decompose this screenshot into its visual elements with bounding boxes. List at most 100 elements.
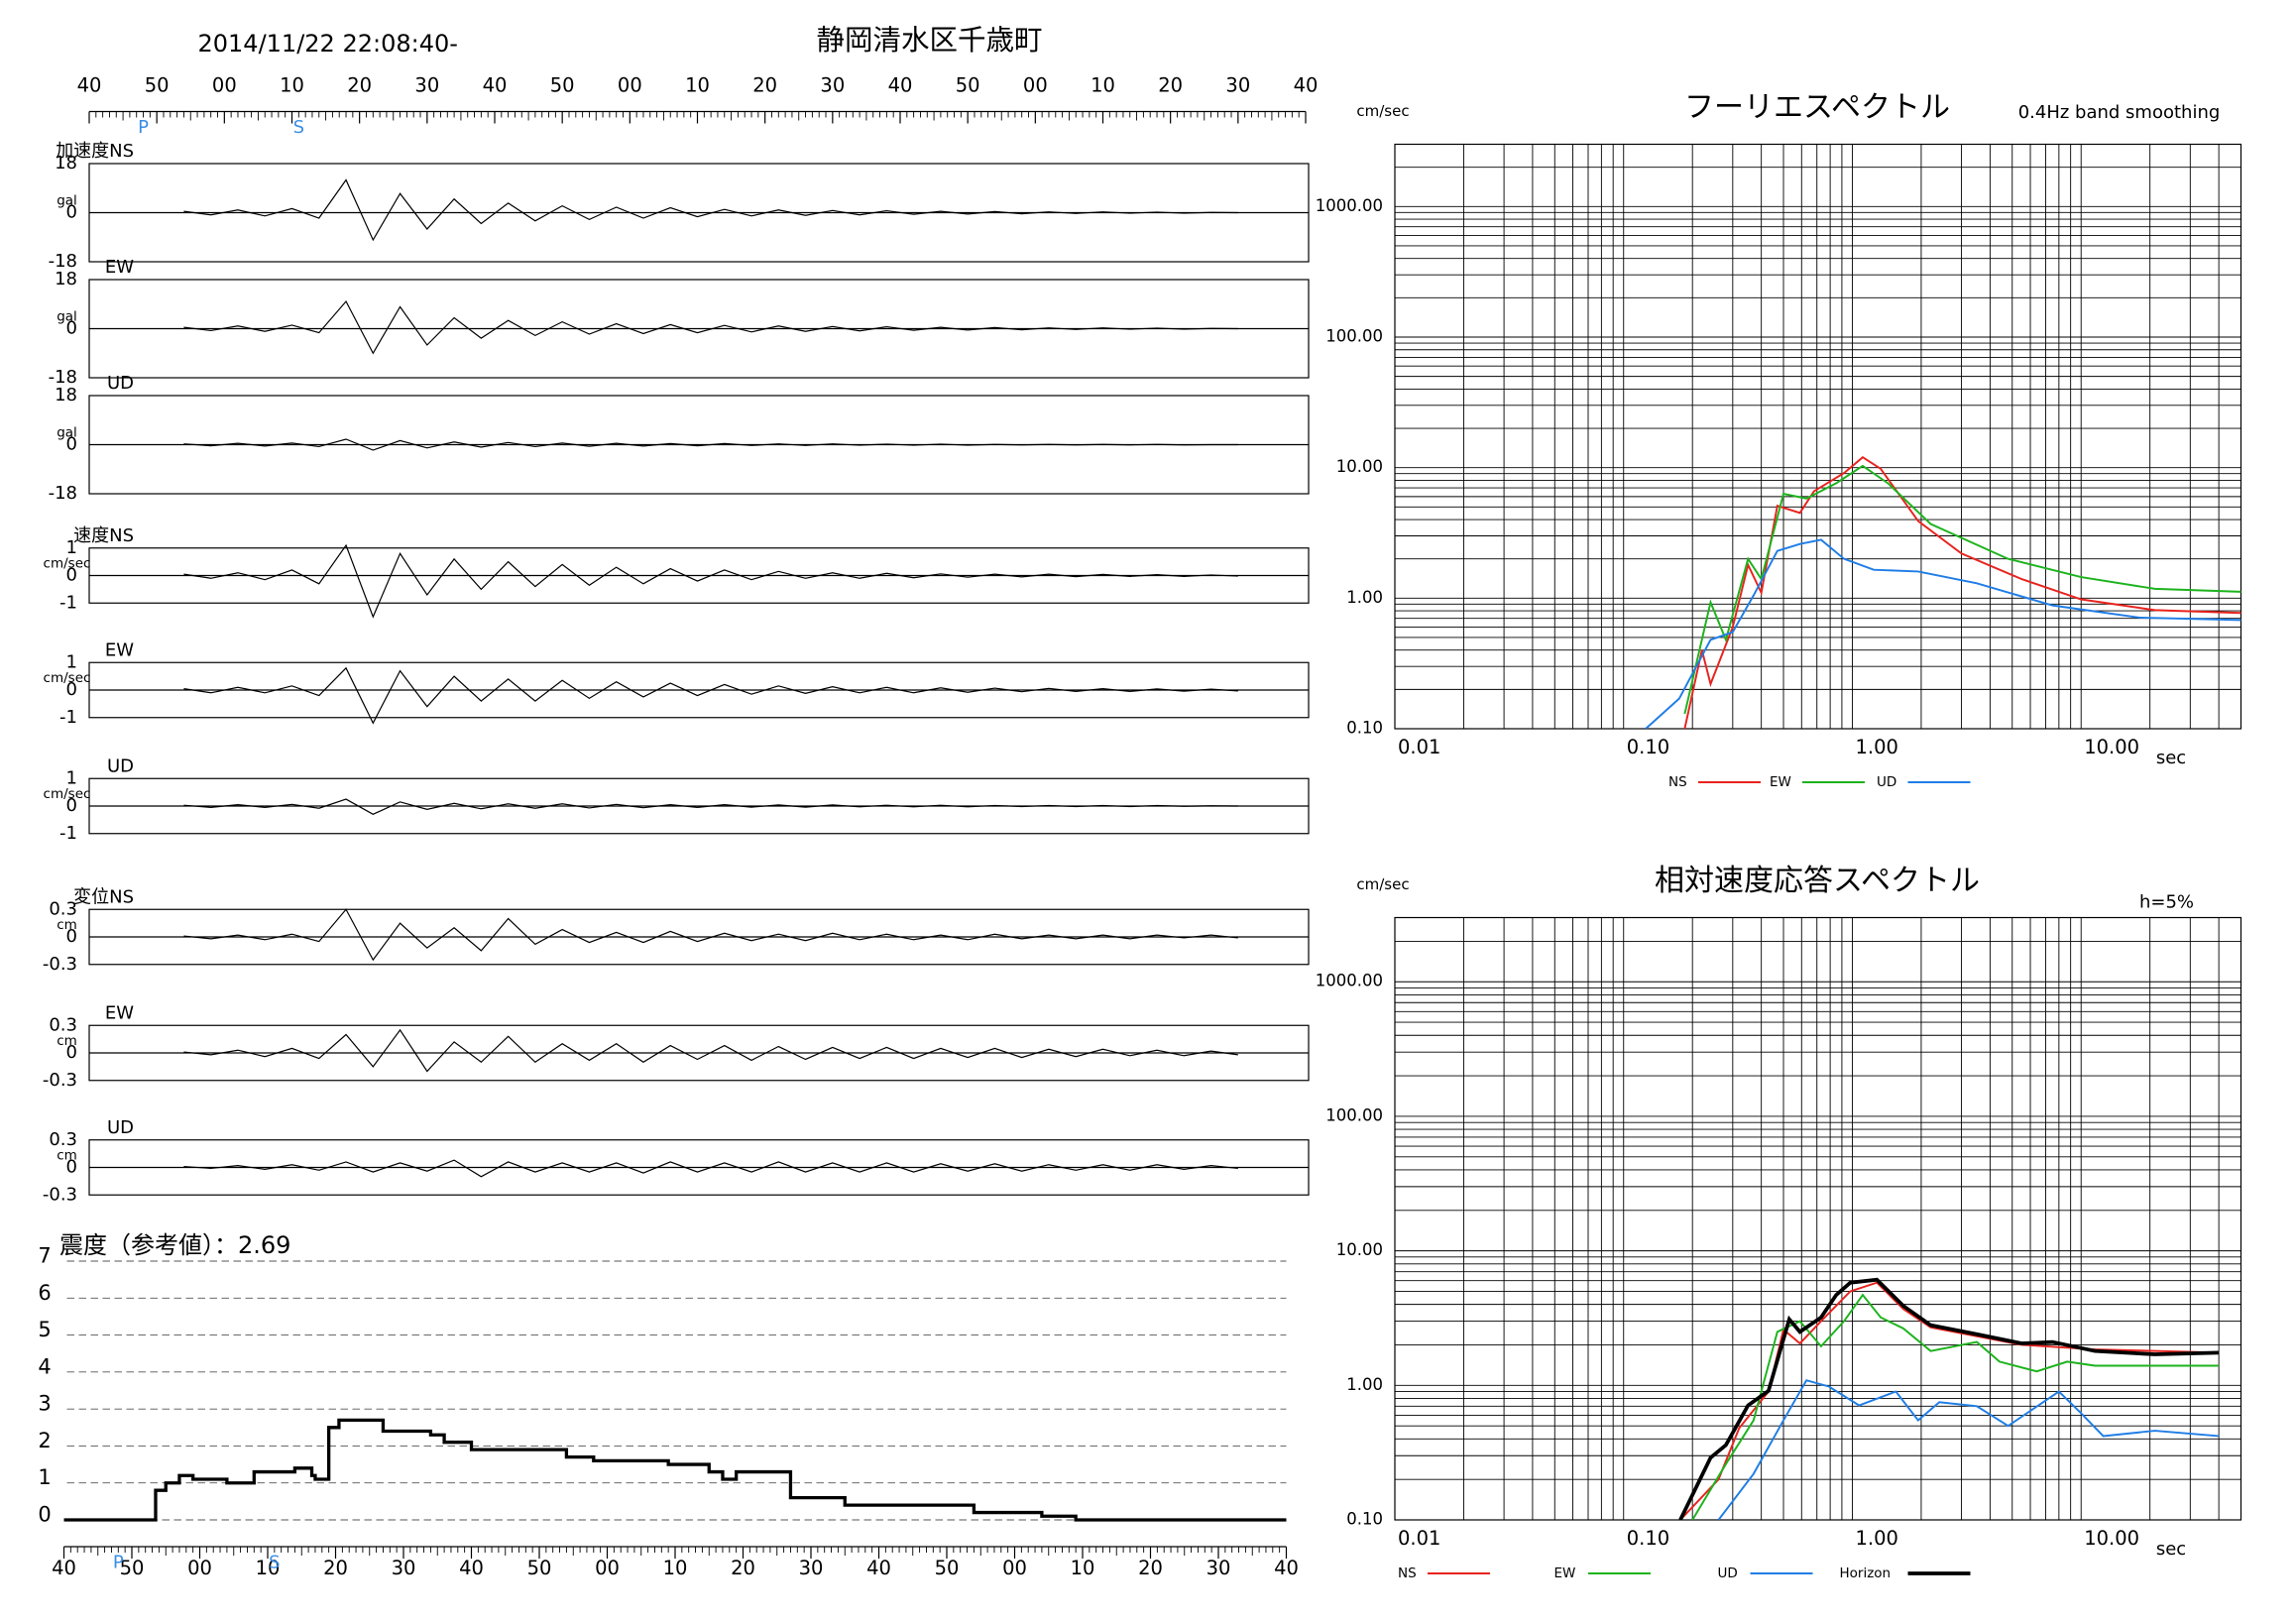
y-tick-label: 0 <box>66 318 77 339</box>
legend-label: EW <box>1554 1565 1576 1581</box>
chart-title: 相対速度応答スペクトル <box>1655 864 1980 898</box>
y-tick-label: 100.00 <box>1325 1105 1383 1124</box>
series-group <box>1645 456 2241 730</box>
unit-label: cm/sec <box>44 670 91 686</box>
y-tick-label: 6 <box>38 1281 51 1305</box>
y-tick-label: 1 <box>38 1465 51 1489</box>
legend-label: EW <box>1770 774 1791 790</box>
datetime: 2014/11/22 22:08:40- <box>198 30 458 58</box>
time-tick-label: 10 <box>280 74 304 97</box>
phase-marker: S <box>269 1553 280 1573</box>
unit-label: cm/sec <box>44 556 91 572</box>
unit-label: cm <box>57 917 77 933</box>
time-tick-label: 40 <box>1274 1557 1299 1579</box>
time-tick-label: 20 <box>1138 1557 1163 1579</box>
x-tick-label: 0.10 <box>1627 736 1669 758</box>
x-tick-label: 0.01 <box>1398 736 1440 758</box>
y-tick-label: 0 <box>38 1503 51 1527</box>
x-axis-label: sec <box>2156 1539 2186 1560</box>
time-tick-label: 00 <box>618 74 642 97</box>
x-tick-label: 1.00 <box>1855 736 1897 758</box>
x-axis-label: sec <box>2156 748 2186 768</box>
y-tick-label: 0 <box>66 434 77 455</box>
time-tick-label: 00 <box>1002 1557 1027 1579</box>
time-tick-label: 00 <box>187 1557 212 1579</box>
time-tick-label: 50 <box>935 1557 960 1579</box>
time-tick-label: 40 <box>52 1557 76 1579</box>
waveform-trace <box>183 908 1238 962</box>
unit-label: cm/sec <box>44 786 91 802</box>
spectrum-line <box>1691 1293 2220 1521</box>
unit-label: gal <box>57 309 77 325</box>
panel-label: 変位NS <box>73 886 134 907</box>
y-tick-label: 1 <box>66 651 77 672</box>
y-tick-label: 18 <box>55 385 77 406</box>
waveform-trace <box>183 1159 1238 1178</box>
x-tick-label: 0.01 <box>1398 1527 1440 1550</box>
panel-label: EW <box>105 257 134 278</box>
y-tick-label: 10.00 <box>1336 1240 1383 1259</box>
chart-subtitle: 0.4Hz band smoothing <box>2018 102 2221 123</box>
spectrum-line <box>1678 1277 2220 1521</box>
y-tick-label: 1 <box>66 767 77 788</box>
time-tick-label: 10 <box>685 74 710 97</box>
y-tick-label: 18 <box>55 153 77 174</box>
time-tick-label: 10 <box>1091 74 1115 97</box>
time-tick-label: 20 <box>1158 74 1183 97</box>
time-tick-label: 00 <box>212 74 237 97</box>
x-tick-label: 10.00 <box>2084 736 2139 758</box>
waveform-trace <box>183 178 1238 242</box>
time-tick-label: 50 <box>120 1557 145 1579</box>
time-tick-label: 30 <box>414 74 439 97</box>
x-tick-label: 10.00 <box>2084 1527 2139 1550</box>
x-tick-label: 0.10 <box>1627 1527 1669 1550</box>
time-tick-label: 20 <box>347 74 372 97</box>
legend-label: NS <box>1398 1565 1417 1581</box>
panel-label: UD <box>107 1117 134 1138</box>
y-tick-label: -0.3 <box>43 1184 77 1205</box>
phase-marker: P <box>138 117 149 138</box>
y-tick-label: 0 <box>66 1042 77 1063</box>
y-tick-label: -18 <box>49 483 77 504</box>
time-tick-label: 50 <box>527 1557 552 1579</box>
time-tick-label: 30 <box>1206 1557 1231 1579</box>
panel-label: EW <box>105 639 134 660</box>
y-tick-label: 0 <box>66 1157 77 1178</box>
series-group <box>1678 1277 2220 1521</box>
y-axis-unit: cm/sec <box>1356 102 1409 120</box>
time-tick-label: 40 <box>866 1557 891 1579</box>
chart-annotation: h=5% <box>2139 892 2194 913</box>
intensity-line <box>63 1418 1287 1522</box>
unit-label: cm <box>57 1148 77 1164</box>
phase-marker: S <box>293 117 304 138</box>
waveform-trace <box>183 1028 1238 1073</box>
panel-label: 加速度NS <box>56 141 134 162</box>
y-tick-label: 0 <box>66 679 77 700</box>
panel-label: 速度NS <box>73 525 134 546</box>
y-tick-label: 1.00 <box>1346 1375 1383 1394</box>
y-tick-label: 18 <box>55 269 77 290</box>
y-tick-label: 7 <box>38 1244 51 1268</box>
y-tick-label: 0 <box>66 565 77 586</box>
unit-label: gal <box>57 425 77 441</box>
y-tick-label: 0.3 <box>49 898 77 919</box>
waveform-trace <box>183 543 1238 619</box>
time-tick-label: 30 <box>799 1557 824 1579</box>
y-tick-label: -1 <box>59 823 77 844</box>
time-tick-label: 40 <box>77 74 102 97</box>
intensity-title: 震度（参考値）：2.69 <box>59 1231 290 1259</box>
y-tick-label: 1.00 <box>1346 588 1383 607</box>
y-tick-label: -18 <box>49 367 77 388</box>
time-tick-label: 40 <box>459 1557 484 1579</box>
time-tick-label: 40 <box>1294 74 1319 97</box>
y-tick-label: -1 <box>59 707 77 728</box>
legend-label: UD <box>1718 1565 1738 1581</box>
spectrum-line <box>1645 538 2241 730</box>
waveform-trace <box>183 438 1238 451</box>
y-tick-label: 4 <box>38 1354 51 1378</box>
station-name: 静岡清水区千歳町 <box>816 24 1042 57</box>
y-tick-label: 100.00 <box>1325 326 1383 345</box>
time-tick-label: 40 <box>483 74 508 97</box>
y-tick-label: 0 <box>66 795 77 816</box>
